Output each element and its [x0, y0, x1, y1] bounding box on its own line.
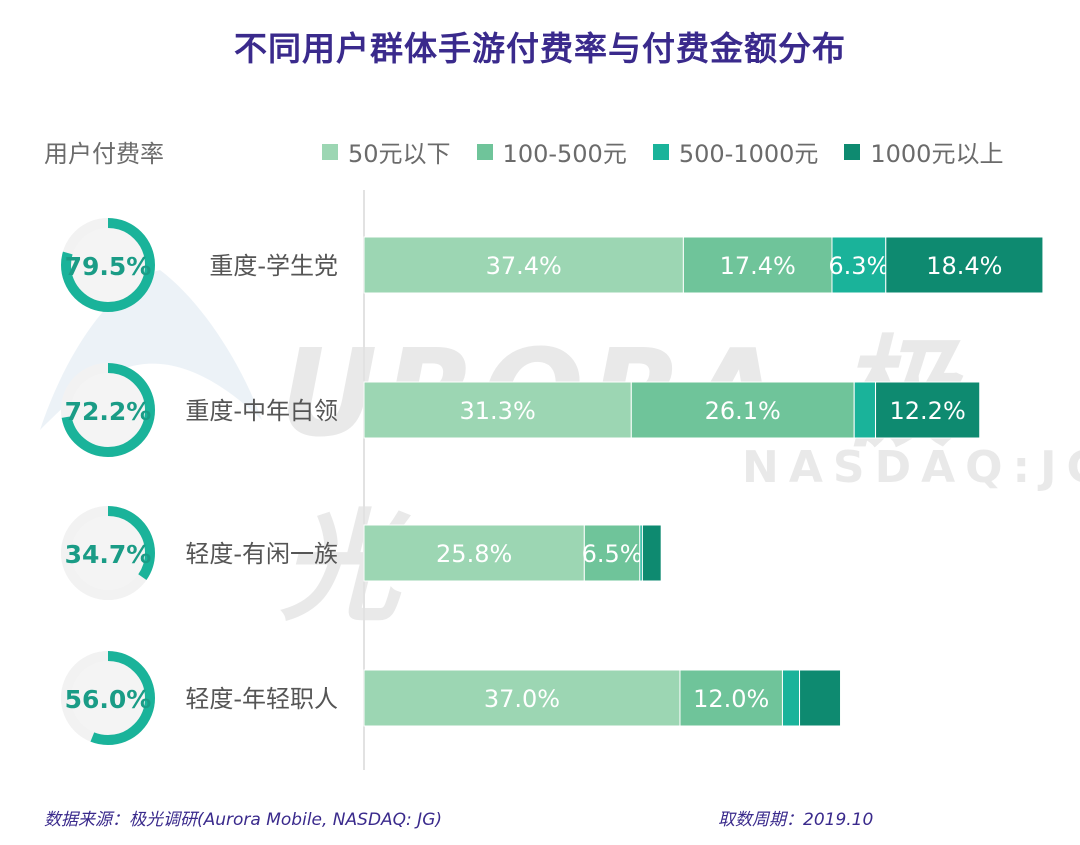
payment-rate-value: 79.5% — [65, 252, 152, 281]
data-label: 6.3% — [828, 252, 889, 280]
data-label: 37.0% — [484, 685, 560, 713]
payment-rate-ring-arc — [61, 651, 155, 745]
payment-rate-ring-bg — [61, 506, 155, 600]
bar-segment — [781, 669, 801, 727]
data-label: 25.8% — [436, 540, 512, 568]
bar-segment — [363, 236, 684, 294]
data-label: 12.2% — [890, 397, 966, 425]
payment-rate-value: 34.7% — [65, 540, 152, 569]
data-label: 12.0% — [693, 685, 769, 713]
payment-rate-header: 用户付费率 — [44, 140, 164, 168]
data-label: 18.4% — [926, 252, 1002, 280]
legend-label: 500-1000元 — [678, 140, 819, 168]
bar-segment — [885, 236, 1044, 294]
legend-item: 500-1000元 — [652, 134, 819, 169]
data-label: 31.3% — [460, 397, 536, 425]
legend-swatch — [476, 143, 493, 160]
legend: 50元以下 100-500元 500-1000元 1000元以上 — [322, 134, 1003, 169]
period-note: 取数周期：2019.10 — [718, 810, 874, 830]
bar-segment — [853, 381, 877, 439]
payment-rate-ring-bg — [61, 363, 155, 457]
category-label: 重度-中年白领 — [185, 397, 338, 425]
bar-segment — [583, 524, 641, 582]
legend-item: 100-500元 — [476, 134, 627, 169]
bar-segment — [875, 381, 981, 439]
payment-rate-ring-arc — [61, 363, 155, 457]
bar-segment — [682, 236, 833, 294]
payment-rate-value: 56.0% — [65, 685, 152, 714]
bar-segment — [630, 381, 855, 439]
chart-title: 不同用户群体手游付费率与付费金额分布 — [234, 29, 846, 68]
payment-rate-ring-arc — [61, 506, 155, 600]
bar-segment — [831, 236, 887, 294]
bar-segment — [679, 669, 783, 727]
payment-rate-ring-bg — [61, 651, 155, 745]
data-label: 26.1% — [705, 397, 781, 425]
data-label: 17.4% — [720, 252, 796, 280]
legend-swatch — [322, 143, 338, 160]
legend-swatch — [844, 143, 861, 160]
data-label: 37.4% — [486, 252, 562, 280]
legend-item: 1000元以上 — [844, 134, 1003, 169]
payment-rate-value: 72.2% — [65, 397, 152, 426]
bar-segment — [363, 524, 585, 582]
payment-rate-ring-bg — [61, 218, 155, 312]
legend-label: 1000元以上 — [870, 140, 1004, 168]
category-label: 轻度-有闲一族 — [185, 540, 338, 568]
legend-item: 50元以下 — [322, 134, 451, 169]
source-note: 数据来源：极光调研(Aurora Mobile, NASDAQ: JG) — [44, 810, 442, 830]
category-label: 轻度-年轻职人 — [185, 685, 338, 713]
data-label: 6.5% — [582, 540, 643, 568]
legend-swatch — [652, 143, 669, 160]
legend-label: 50元以下 — [348, 140, 451, 168]
bar-segment — [363, 669, 681, 727]
payment-rate-ring-arc — [61, 218, 155, 312]
bar-segment — [799, 669, 842, 727]
legend-label: 100-500元 — [502, 140, 627, 168]
bar-segment — [641, 524, 662, 582]
bar-segment — [363, 381, 632, 439]
category-label: 重度-学生党 — [209, 252, 338, 280]
